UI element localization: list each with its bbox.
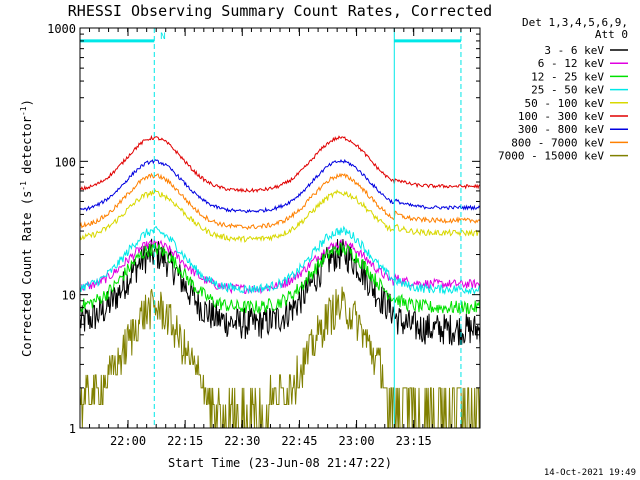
x-tick-label: 22:45 — [281, 434, 317, 448]
y-axis-label-suffix: ) — [20, 99, 34, 106]
legend-label: 50 - 100 keV — [525, 97, 605, 110]
legend-label: 100 - 300 keV — [518, 110, 604, 123]
legend-label: 6 - 12 keV — [538, 57, 605, 70]
y-tick-label: 10 — [62, 289, 76, 303]
x-tick-label: 22:15 — [167, 434, 203, 448]
y-tick-label: 1 — [69, 422, 76, 436]
x-tick-label: 22:30 — [224, 434, 260, 448]
legend-label: 3 - 6 keV — [544, 44, 604, 57]
y-axis-label-mid: detector — [20, 116, 34, 181]
legend-header-line1: Det 1,3,4,5,6,9, — [522, 16, 628, 29]
series-line-8 — [79, 172, 481, 231]
legend-label: 800 - 7000 keV — [511, 136, 604, 149]
x-tick-label: 23:00 — [339, 434, 375, 448]
y-axis-label: Corrected Count Rate (s-1 detector-1) — [19, 99, 34, 357]
legend-label: 25 - 50 keV — [531, 84, 604, 97]
legend-label: 7000 - 15000 keV — [498, 150, 604, 163]
series-line-5 — [79, 189, 481, 244]
flag-label-1: N — [160, 32, 165, 42]
series-line-7 — [79, 158, 481, 214]
x-tick-label: 23:15 — [396, 434, 432, 448]
svg-text:Corrected Count Rate (s-1 dete: Corrected Count Rate (s-1 detector-1) — [19, 99, 34, 357]
series-line-6 — [79, 134, 481, 193]
y-tick-label: 100 — [54, 155, 76, 169]
chart-title: RHESSI Observing Summary Count Rates, Co… — [68, 2, 492, 20]
plot-frame — [79, 27, 481, 429]
footer-date: 14-Oct-2021 19:49 — [544, 468, 636, 478]
legend-label: 12 - 25 keV — [531, 70, 604, 83]
legend-header-line2: Att 0 — [595, 28, 628, 41]
y-axis-label-prefix: Corrected Count Rate (s — [20, 191, 34, 357]
y-axis-label-sup2: -1 — [19, 106, 28, 116]
series-line-3 — [79, 242, 481, 315]
x-axis-label: Start Time (23-Jun-08 21:47:22) — [168, 456, 392, 470]
plot-area: N 1 10 100 1000 22:00 22:15 22:30 22:45 23:00 23:1… — [47, 22, 481, 448]
legend-label: 300 - 800 keV — [518, 123, 604, 136]
x-tick-label: 22:00 — [110, 434, 146, 448]
y-tick-label: 1000 — [47, 22, 76, 36]
series-line-9 — [80, 286, 481, 429]
y-axis-label-sup1: -1 — [19, 181, 28, 191]
series-line-4 — [79, 225, 481, 296]
